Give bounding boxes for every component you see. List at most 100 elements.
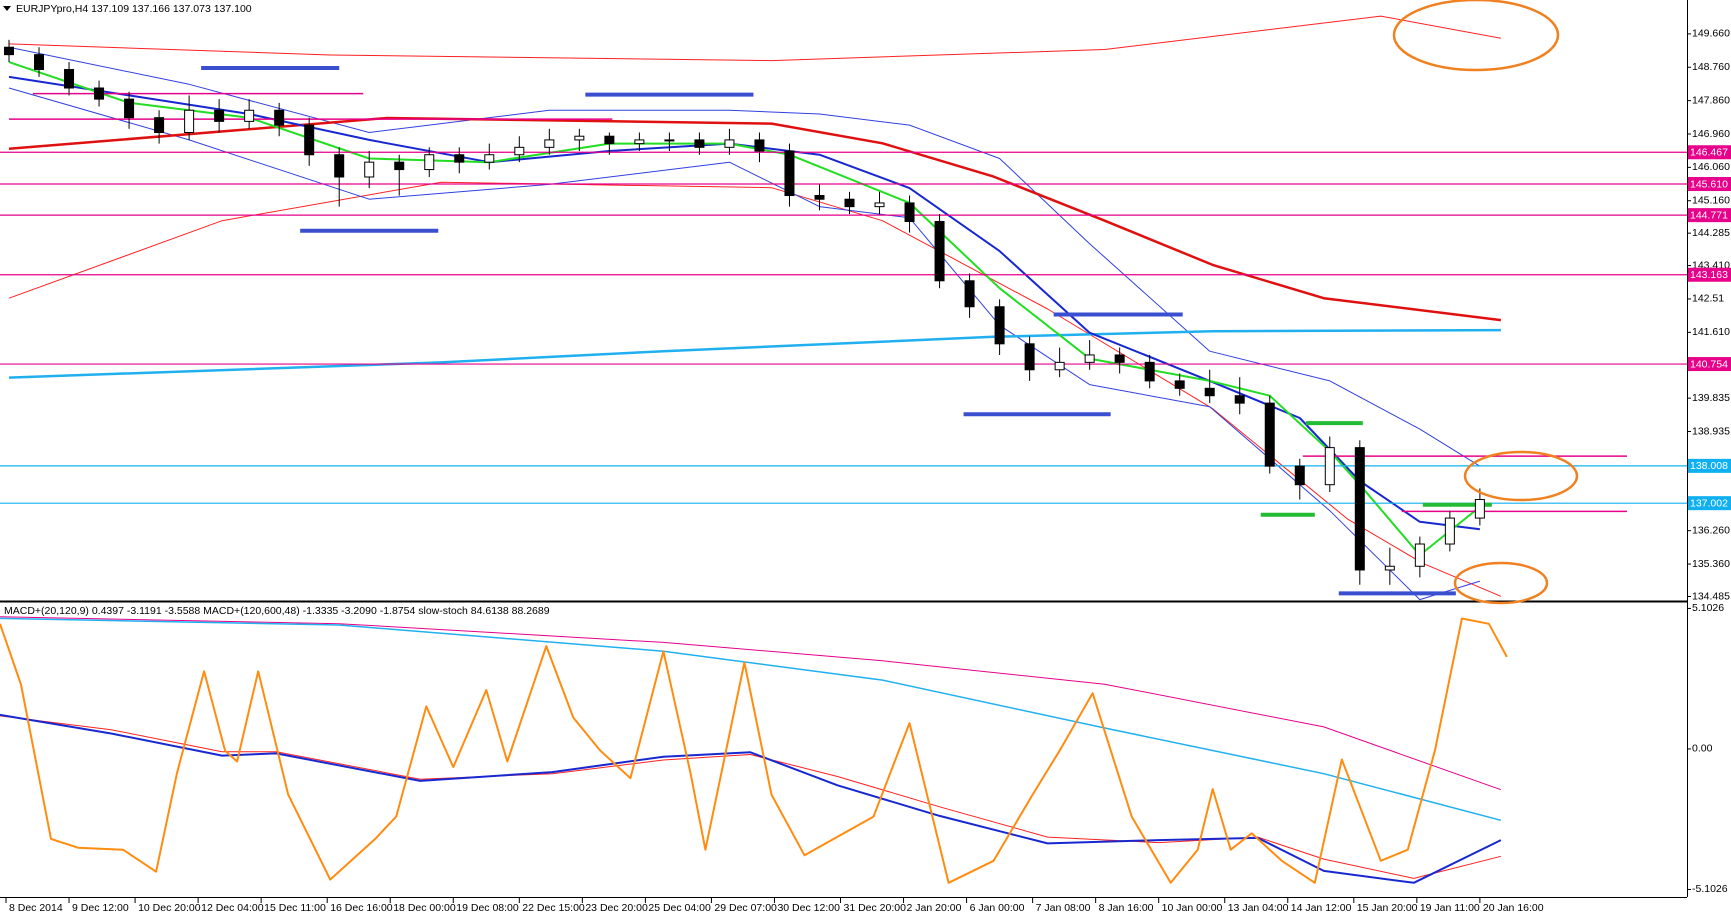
x-tick-label: 23 Dec 20:00: [585, 902, 648, 914]
x-tick-label: 12 Dec 04:00: [201, 902, 264, 914]
level-label-box: [1688, 267, 1731, 282]
x-tick-label: 6 Jan 00:00: [970, 902, 1025, 914]
candle-body: [1054, 361, 1065, 371]
level-label-box: [1688, 458, 1731, 473]
y-tick-label: 149.660: [1692, 28, 1730, 40]
candle-body: [334, 154, 345, 178]
overlay-line: [8, 181, 1502, 597]
y-tick-label: -5.1026: [1692, 883, 1728, 895]
level-label: 146.467: [1690, 147, 1728, 159]
x-tick-label: 30 Dec 12:00: [777, 902, 840, 914]
candle-body: [274, 109, 285, 126]
candle-body: [244, 109, 255, 122]
candle-body: [1114, 354, 1125, 363]
y-tick-label: 142.51: [1692, 293, 1724, 305]
plot-area: [0, 15, 1687, 884]
y-tick-label: 136.260: [1692, 524, 1730, 536]
level-label: 145.610: [1690, 178, 1728, 190]
candle-body: [1474, 499, 1485, 519]
indicator-line: [0, 617, 1508, 884]
annotation-ellipse: [1392, 0, 1560, 72]
candle-body: [4, 46, 15, 56]
y-tick-label: 0.00: [1692, 743, 1713, 755]
candle-body: [154, 117, 165, 133]
candle-body: [754, 139, 765, 152]
candle-body: [1144, 361, 1155, 382]
x-tick-label: 22 Dec 15:00: [522, 902, 585, 914]
candle-body: [1444, 517, 1455, 545]
y-tick-label: 146.060: [1692, 161, 1730, 173]
candle-body: [124, 98, 135, 119]
indicator-line: [0, 616, 1502, 791]
candle-body: [604, 135, 615, 145]
candle-body: [1384, 565, 1395, 571]
candle-body: [364, 161, 375, 178]
y-tick-label: 148.760: [1692, 61, 1730, 73]
x-tick-label: 18 Dec 00:00: [393, 902, 456, 914]
x-tick-label: 10 Jan 00:00: [1162, 902, 1223, 914]
x-tick-label: 16 Dec 16:00: [330, 902, 393, 914]
level-label: 137.002: [1690, 497, 1728, 509]
x-tick-label: 15 Dec 11:00: [264, 902, 326, 914]
candle-body: [1414, 543, 1425, 567]
candle-body: [1024, 343, 1035, 371]
level-label-box: [1688, 357, 1731, 372]
y-tick-label: 139.835: [1692, 392, 1730, 404]
candle-body: [664, 139, 675, 142]
x-tick-label: 8 Dec 2014: [9, 902, 63, 914]
candle-body: [1264, 402, 1275, 467]
candle-body: [1234, 395, 1245, 404]
y-tick-label: 144.285: [1692, 227, 1730, 239]
y-tick-label: 145.160: [1692, 194, 1730, 206]
overlay-line: [8, 46, 1481, 467]
candle-body: [1204, 387, 1215, 397]
candle-body: [784, 150, 795, 197]
x-tick-label: 10 Dec 20:00: [138, 902, 201, 914]
level-label-box: [1688, 208, 1731, 223]
candle-body: [94, 87, 105, 100]
candle-body: [814, 195, 825, 200]
candle-body: [994, 306, 1005, 345]
x-tick-label: 15 Jan 20:00: [1357, 902, 1418, 914]
candle-body: [34, 54, 45, 70]
candle-body: [874, 202, 885, 208]
y-tick-label: 5.1026: [1692, 602, 1724, 614]
y-tick-label: 146.960: [1692, 128, 1730, 140]
candle-body: [424, 154, 435, 171]
candle-body: [934, 220, 945, 282]
candle-body: [1294, 465, 1305, 486]
annotation-ellipse: [1453, 561, 1549, 605]
menu-arrow[interactable]: [3, 6, 11, 11]
x-tick-label: 2 Jan 20:00: [907, 902, 962, 914]
candle-body: [184, 109, 195, 133]
candle-body: [634, 139, 645, 145]
candle-body: [844, 198, 855, 208]
y-tick-label: 134.485: [1692, 590, 1730, 602]
candle-body: [574, 135, 585, 141]
indicator-title: MACD+(20,120,9) 0.4397 -3.1191 -3.5588 M…: [4, 605, 550, 617]
level-label: 140.754: [1690, 358, 1728, 370]
candle-body: [214, 109, 225, 122]
level-label: 143.163: [1690, 269, 1728, 281]
x-tick-label: 19 Jan 11:00: [1420, 902, 1480, 914]
indicator-line: [0, 713, 1502, 884]
candle-body: [1084, 354, 1095, 363]
x-tick-label: 14 Jan 12:00: [1291, 902, 1352, 914]
y-tick-label: 138.935: [1692, 425, 1730, 437]
x-tick-label: 25 Dec 04:00: [648, 902, 711, 914]
overlay-line: [8, 328, 1501, 379]
annotation-ellipse: [1463, 450, 1579, 502]
candle-body: [694, 139, 705, 148]
level-label-box: [1688, 177, 1731, 192]
level-label: 138.008: [1690, 460, 1728, 472]
x-tick-label: 9 Dec 12:00: [72, 902, 129, 914]
y-tick-label: 135.360: [1692, 558, 1730, 570]
x-tick-label: 20 Jan 16:00: [1483, 902, 1544, 914]
candle-body: [484, 154, 495, 163]
x-tick-label: 19 Dec 08:00: [456, 902, 519, 914]
level-label-box: [1688, 496, 1731, 511]
candle-body: [544, 139, 555, 148]
